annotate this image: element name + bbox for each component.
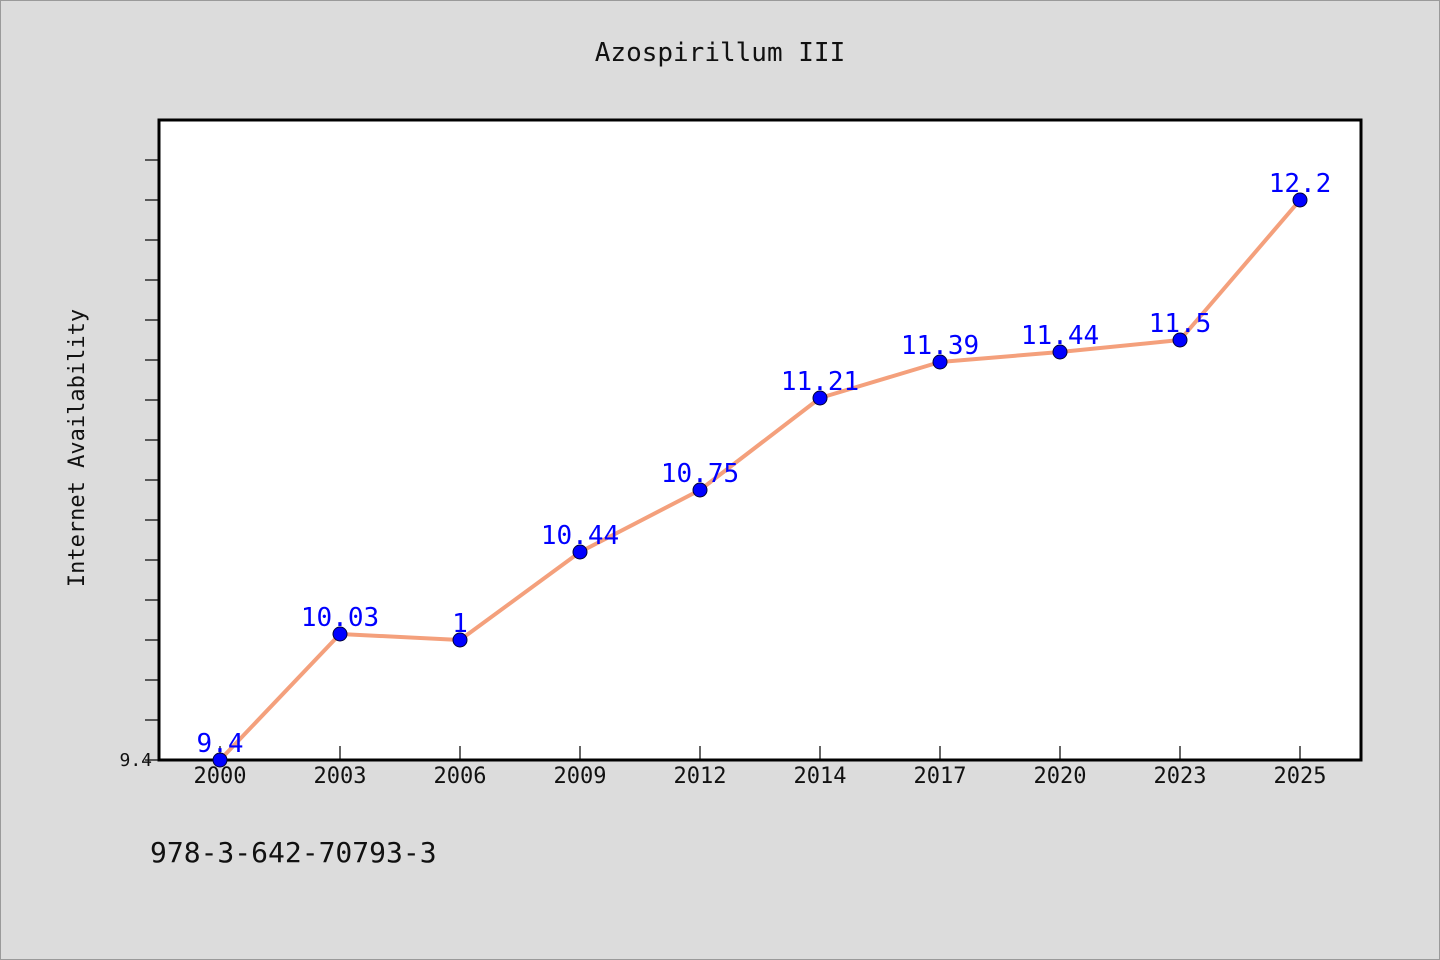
x-tick-label: 2000: [194, 764, 247, 789]
x-tick-label: 2023: [1154, 764, 1207, 789]
x-tick-label: 2003: [314, 764, 367, 789]
x-tick-label: 2025: [1274, 764, 1327, 789]
data-label: 10.75: [661, 459, 739, 489]
data-label: 12.2: [1269, 169, 1332, 199]
data-label: 11.44: [1021, 321, 1099, 351]
x-axis-ticks: 2000 2003 2006 2009 2012 2014 2017 2020 2023 2025: [194, 746, 1327, 789]
data-point-marker: [572, 544, 588, 560]
isbn-footer: 978-3-642-70793-3: [150, 836, 437, 869]
x-tick-label: 2006: [434, 764, 487, 789]
x-tick-label: 2020: [1034, 764, 1087, 789]
data-point-marker: [932, 354, 948, 370]
data-point-marker: [692, 482, 708, 498]
series-layer: 9.4 10.03 1 10.44 10.75 11.21 11.39 11.44 11.5 12…: [197, 169, 1332, 768]
data-point-marker: [1052, 344, 1068, 360]
data-point-marker: [452, 632, 468, 648]
chart-title: Azospirillum III: [595, 38, 845, 68]
data-label: 11.5: [1149, 309, 1212, 339]
data-point-marker: [812, 390, 828, 406]
data-label: 10.44: [541, 521, 619, 551]
data-label: 10.03: [301, 603, 379, 633]
data-label: 11.39: [901, 331, 979, 361]
x-tick-label: 2012: [674, 764, 727, 789]
x-tick-label: 2014: [794, 764, 847, 789]
y-axis-title: Internet Availability: [65, 309, 90, 587]
data-point-marker: [1172, 332, 1188, 348]
data-point-marker: [332, 626, 348, 642]
series-line: [218, 198, 1302, 762]
data-point-marker: [212, 752, 228, 768]
data-point-marker: [1292, 192, 1308, 208]
data-label: 1: [452, 609, 468, 639]
y-tick-label: 9.4: [119, 750, 152, 771]
data-label: 9.4: [197, 729, 244, 759]
x-tick-label: 2009: [554, 764, 607, 789]
y-axis-ticks: 9.4: [119, 159, 159, 771]
x-tick-label: 2017: [914, 764, 967, 789]
plot-area: [157, 118, 1363, 762]
data-label: 11.21: [781, 367, 859, 397]
